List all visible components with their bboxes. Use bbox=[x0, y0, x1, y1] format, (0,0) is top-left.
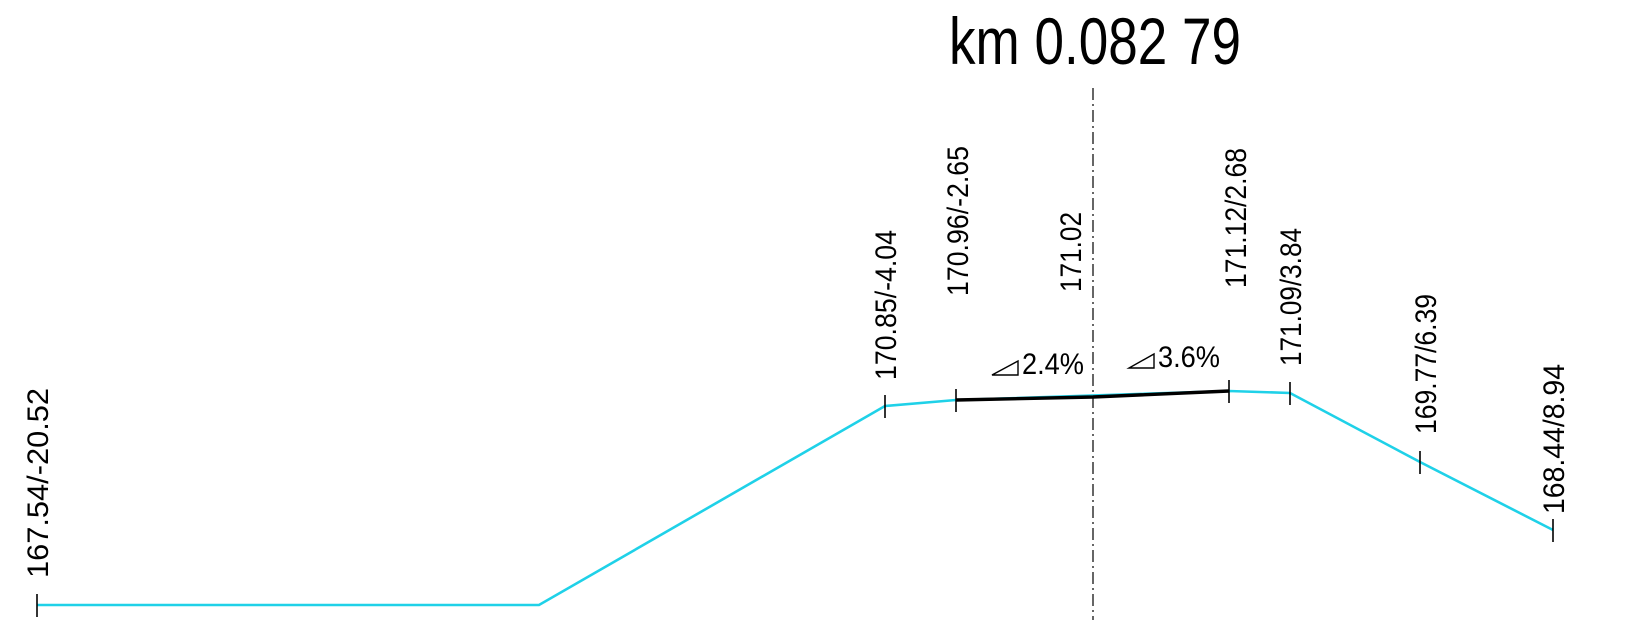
point-label: 170.96/-2.65 bbox=[942, 146, 975, 296]
slope-label: 3.6% bbox=[1158, 341, 1220, 374]
point-label: 167.54/-20.52 bbox=[22, 388, 55, 578]
point-label: 169.77/6.39 bbox=[1410, 294, 1443, 434]
point-label: 168.44/8.94 bbox=[1538, 364, 1571, 514]
station-title: km 0.082 79 bbox=[949, 4, 1241, 78]
slope-triangle-icon bbox=[991, 359, 1019, 376]
slope-triangle-icon bbox=[1126, 352, 1155, 369]
slope-label: 2.4% bbox=[1022, 348, 1084, 381]
point-label: 171.02 bbox=[1055, 212, 1088, 292]
point-label: 170.85/-4.04 bbox=[870, 230, 903, 380]
road-surface-line bbox=[955, 389, 1230, 402]
terrain-profile-line bbox=[37, 389, 1554, 607]
point-label: 171.09/3.84 bbox=[1275, 228, 1308, 366]
point-label: 171.12/2.68 bbox=[1220, 148, 1253, 288]
